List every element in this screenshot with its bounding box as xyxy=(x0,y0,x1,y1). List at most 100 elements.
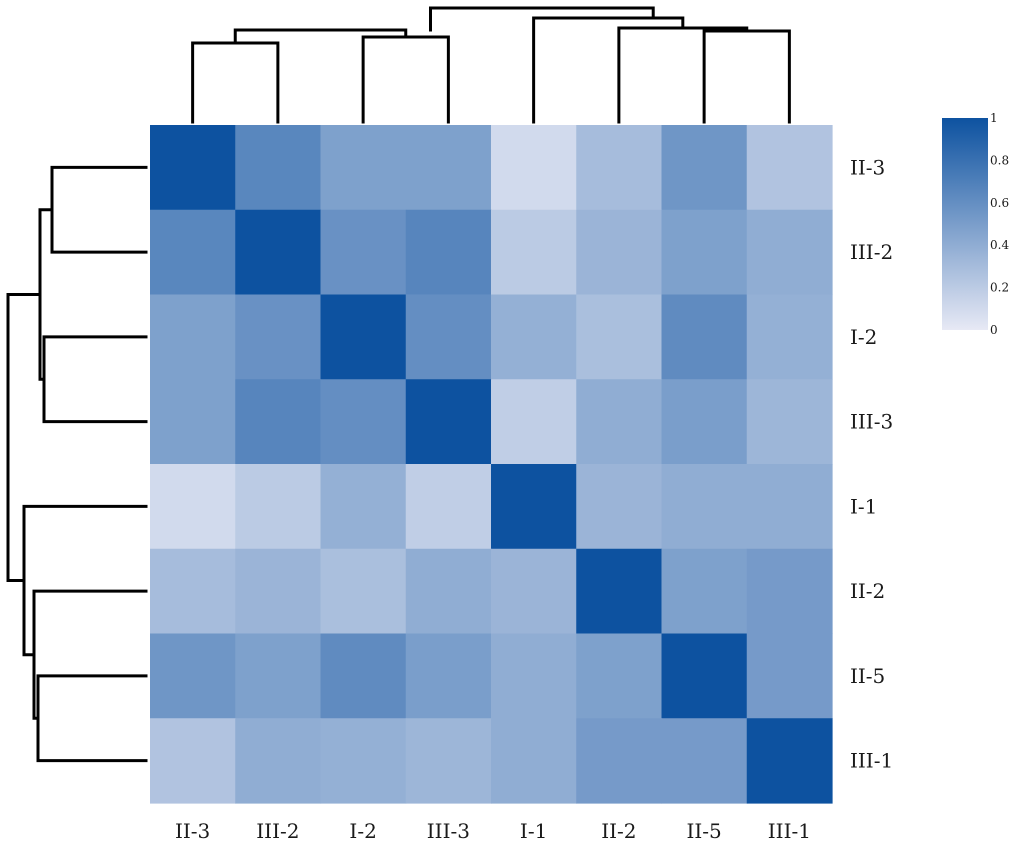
heatmap-cell xyxy=(661,379,748,465)
row-dendrogram xyxy=(6,165,148,763)
heatmap-cell xyxy=(661,209,748,296)
row-label: II-2 xyxy=(850,579,885,603)
colorbar-tick-label: 0.2 xyxy=(990,281,1009,295)
row-label: III-1 xyxy=(850,749,893,773)
heatmap-cell xyxy=(491,209,577,296)
heatmap-cell xyxy=(235,379,322,465)
column-label: III-1 xyxy=(768,819,811,843)
column-label: II-2 xyxy=(601,819,636,843)
column-label: I-2 xyxy=(349,819,376,843)
dendrogram-link xyxy=(191,41,280,124)
row-label: I-2 xyxy=(850,325,877,349)
heatmap-cell xyxy=(746,209,833,296)
heatmap-cell xyxy=(661,464,748,550)
row-label: III-2 xyxy=(850,240,893,264)
heatmap-cell xyxy=(661,294,748,380)
colorbar-tick-label: 0.4 xyxy=(990,238,1009,252)
heatmap-cell xyxy=(491,548,577,635)
heatmap-cell xyxy=(661,548,748,635)
heatmap-cell xyxy=(746,718,833,804)
colorbar-tick-label: 0.8 xyxy=(990,153,1009,167)
heatmap-cell xyxy=(150,548,236,635)
heatmap-cell xyxy=(235,718,322,804)
heatmap-cell xyxy=(150,209,236,296)
heatmap-cell xyxy=(150,379,236,465)
heatmap-cell xyxy=(491,633,577,719)
heatmap-cell xyxy=(576,548,663,635)
heatmap-cell xyxy=(320,548,407,635)
dendrogram-link xyxy=(32,589,148,720)
dendrogram-root-link xyxy=(429,6,655,32)
heatmap-cell xyxy=(746,548,833,635)
heatmap-cell xyxy=(320,294,407,380)
dendrogram-link xyxy=(38,208,54,381)
heatmap-cell xyxy=(320,379,407,465)
dendrogram-link xyxy=(42,335,148,424)
heatmap-cell xyxy=(576,294,663,380)
heatmap-cell xyxy=(150,294,236,380)
heatmap-cell xyxy=(405,294,492,380)
row-label: II-3 xyxy=(850,155,885,179)
heatmap-cell xyxy=(235,125,322,211)
dendrogram-link xyxy=(702,29,791,124)
dendrogram-link xyxy=(50,165,148,254)
heatmap-cell xyxy=(491,464,577,550)
heatmap-cell xyxy=(320,464,407,550)
column-dendrogram xyxy=(191,6,791,124)
heatmap-cell xyxy=(576,464,663,550)
heatmap-cell xyxy=(661,125,748,211)
row-label: II-5 xyxy=(850,664,885,688)
column-label: III-3 xyxy=(427,819,470,843)
heatmap-cell xyxy=(405,125,492,211)
colorbar-tick-label: 0.6 xyxy=(990,196,1009,210)
heatmap-cell xyxy=(746,379,833,465)
column-label: II-3 xyxy=(175,819,210,843)
column-labels: II-3 III-2 I-2 III-3 I-1 II-2 II-5 III-1 xyxy=(175,819,811,843)
colorbar-tick-label: 0 xyxy=(990,323,998,337)
heatmap-cells xyxy=(150,125,833,804)
heatmap-cell xyxy=(576,718,663,804)
heatmap-cell xyxy=(405,209,492,296)
heatmap-cell xyxy=(746,464,833,550)
heatmap-cell xyxy=(235,633,322,719)
heatmap-cell xyxy=(235,209,322,296)
column-label: III-2 xyxy=(256,819,299,843)
column-label: II-5 xyxy=(686,819,721,843)
heatmap-cell xyxy=(746,125,833,211)
heatmap-cell xyxy=(320,633,407,719)
row-label: I-1 xyxy=(850,494,877,518)
heatmap-cell xyxy=(661,633,748,719)
row-label: III-3 xyxy=(850,410,893,434)
heatmap-cell xyxy=(405,718,492,804)
heatmap-cell xyxy=(150,718,236,804)
heatmap-cell xyxy=(235,294,322,380)
heatmap-cell xyxy=(576,633,663,719)
heatmap-cell xyxy=(235,548,322,635)
heatmap-cell xyxy=(576,125,663,211)
heatmap-cell xyxy=(405,548,492,635)
heatmap-cell xyxy=(150,633,236,719)
dendrogram-root-link xyxy=(6,293,42,583)
dendrogram-link xyxy=(532,16,685,124)
dendrogram-link xyxy=(22,504,148,657)
heatmap-cell xyxy=(320,209,407,296)
dendrogram-link xyxy=(36,674,148,763)
heatmap-cell xyxy=(491,379,577,465)
dendrogram-link xyxy=(233,28,408,45)
heatmap-cell xyxy=(576,379,663,465)
heatmap-cell xyxy=(320,125,407,211)
colorbar-tick-label: 1 xyxy=(990,111,998,125)
heatmap-cell xyxy=(405,464,492,550)
dendrogram-link xyxy=(361,35,450,124)
column-label: I-1 xyxy=(520,819,547,843)
heatmap-cell xyxy=(405,633,492,719)
heatmap-cell xyxy=(491,294,577,380)
heatmap-cell xyxy=(150,464,236,550)
colorbar-gradient xyxy=(942,118,988,330)
heatmap-cell xyxy=(235,464,322,550)
heatmap-cell xyxy=(746,633,833,719)
heatmap-cell xyxy=(150,125,236,211)
heatmap-cell xyxy=(405,379,492,465)
row-labels: II-3 III-2 I-2 III-3 I-1 II-2 II-5 III-1 xyxy=(850,155,893,772)
